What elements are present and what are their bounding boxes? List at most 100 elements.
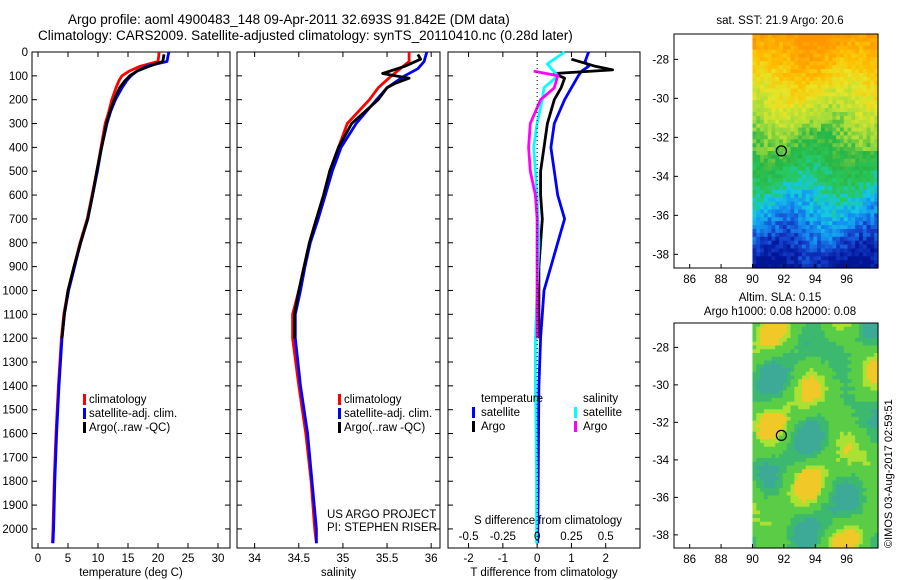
sla-map-cell [839,334,845,339]
sst-map-cell [756,92,761,97]
sla-map-cell [813,510,818,515]
sla-map-cell [820,416,826,422]
sla-map-cell [839,356,845,362]
sst-map-cell [760,190,765,195]
sst-map-cell [798,178,803,183]
sst-map-cell [756,100,761,105]
sla-map-cell [855,349,860,354]
sst-map-cell [809,76,814,82]
sla-map-cell [775,488,780,493]
sst-map-cell [805,221,811,226]
sst-map-cell [752,182,757,187]
sst-map-cell [801,65,807,70]
sst-map-cell [843,236,849,242]
sst-map-cell [760,205,765,211]
sla-map-cell [763,375,769,380]
sst-map-cell [828,190,833,195]
sla-map-cell [836,461,841,467]
sst-map-cell [858,104,864,109]
sst-map-cell [786,221,792,226]
sla-map-cell [847,510,852,515]
sst-map-cell [763,236,769,242]
imos-credit: ©IMOS 03-Aug-2017 02:59:51 [883,399,895,548]
sst-map-cell [855,244,860,250]
sla-map-cell [767,499,773,504]
sst-map-cell [809,112,814,117]
sla-map-cell [862,368,868,373]
sst-map-cell [760,45,765,51]
sst-map-cell [763,264,769,269]
sst-map-cell [775,236,780,242]
sst-map-cell [767,53,773,58]
sst-map-cell [756,252,761,257]
sst-map-cell [767,84,773,90]
sla-map-cell [851,491,856,497]
sst-map-cell [866,229,871,234]
sla-map-cell [866,431,871,437]
sst-map-cell [813,65,818,70]
sla-map-cell [832,514,837,519]
sst-map-cell [760,151,765,156]
sst-map-cell [870,119,875,125]
sla-map-cell [782,390,788,395]
sla-map-cell [824,420,830,425]
sst-map-cell [771,119,776,125]
sla-map-cell [836,413,841,418]
sla-map-cell [763,390,769,395]
sla-map-cell [862,416,868,422]
sla-map-cell [820,454,826,459]
sst-map-cell [786,162,792,168]
sla-map-cell [839,480,845,485]
sst-map-cell [855,248,860,253]
sst-map-cell [756,84,761,90]
sst-map-cell [752,104,757,109]
sla-map-cell [798,518,803,523]
sla-map-cell [813,521,818,527]
sla-map-cell [756,506,761,512]
sst-map-cell [805,76,811,82]
sst-map-cell [763,240,769,246]
sst-map-cell [786,178,792,183]
sst-map-cell [779,61,784,66]
sst-map-cell [813,73,818,78]
sla-map-cell [817,495,822,500]
sla-map-cell [870,405,875,410]
sla-map-cell [847,446,852,452]
sla-map-cell [828,488,833,493]
sst-map-cell [756,143,761,148]
sla-map-cell [767,495,773,500]
sst-map-cell [790,143,795,148]
sst-map-cell [813,92,818,97]
sla-map-cell [786,465,792,470]
sla-map-cell [779,345,784,350]
sla-map-cell [836,521,841,527]
sst-map-cell [782,108,788,113]
sst-map-cell [786,108,792,113]
sla-map-cell [858,368,864,373]
sst-map-cell [760,217,765,222]
sla-map-cell [782,461,788,467]
sla-map-cell [782,450,788,455]
sla-map-cell [794,330,799,335]
sst-map-cell [756,236,761,242]
sla-map-cell [752,506,757,512]
sla-map-cell [779,443,784,448]
sst-map-cell [809,131,814,136]
sla-map-cell [855,533,860,538]
sla-map-cell [805,398,811,403]
sla-map-cell [851,495,856,500]
sst-map-cell [836,92,841,97]
sst-map-cell [752,127,757,133]
sst-map-cell [790,225,795,230]
sla-map-cell [843,503,849,508]
sst-map-cell [870,147,875,152]
sst-map-cell [813,57,818,62]
sla-map-cell [866,375,871,380]
sla-map-cell [870,525,875,530]
sst-map-cell [858,49,864,55]
sla-map-cell [874,338,879,343]
sst-map-cell [824,190,830,195]
sla-map-cell [824,345,830,350]
sla-map-cell [767,390,773,395]
sla-map-cell [824,353,830,358]
